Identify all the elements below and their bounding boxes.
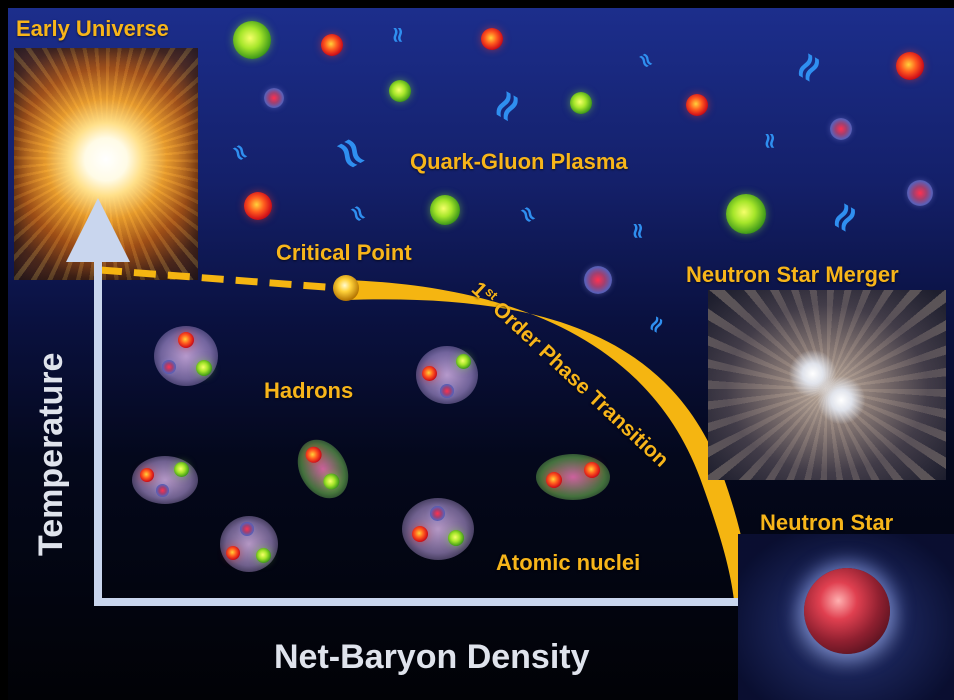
gluon-particle <box>430 195 460 225</box>
baryon-hadron <box>220 516 278 572</box>
gluon-particle <box>389 80 411 102</box>
gluon-particle <box>726 194 766 234</box>
x-axis-label: Net-Baryon Density <box>274 638 590 676</box>
baryon-hadron <box>154 326 218 386</box>
y-axis-label: Temperature <box>32 352 70 556</box>
merger-label: Neutron Star Merger <box>686 262 899 287</box>
atomic-nuclei-label: Atomic nuclei <box>496 550 641 575</box>
antiquark-particle <box>907 180 933 206</box>
phase-diagram-svg <box>66 198 814 634</box>
antiquark-particle <box>264 88 284 108</box>
critical-point-label: Critical Point <box>276 240 412 265</box>
neutron-star-image <box>738 534 954 700</box>
meson-hadron <box>536 454 610 500</box>
quark-particle <box>896 52 924 80</box>
baryon-hadron <box>132 456 198 504</box>
neutron-star-merger-image <box>708 290 946 480</box>
baryon-hadron <box>402 498 474 560</box>
neutron-star-body <box>804 568 890 654</box>
antiquark-particle <box>830 118 852 140</box>
neutron-star-label: Neutron Star <box>760 510 894 535</box>
gluon-particle <box>233 21 271 59</box>
quark-particle <box>321 34 343 56</box>
quark-particle <box>686 94 708 116</box>
baryon-hadron <box>416 346 478 404</box>
quark-particle <box>481 28 503 50</box>
early-universe-label: Early Universe <box>16 16 169 41</box>
antiquark-particle <box>584 266 612 294</box>
hadrons-label: Hadrons <box>264 378 354 403</box>
gluon-particle <box>570 92 592 114</box>
qgp-label: Quark-Gluon Plasma <box>410 149 628 174</box>
crossover-dashed-line <box>99 266 339 292</box>
quark-particle <box>244 192 272 220</box>
phase-diagram: Early Universe ≈ ≈ ≈ ≈ ≈ ≈ ≈ ≈ ≈ ≈ ≈ ≈ Q… <box>8 8 954 700</box>
critical-point-marker <box>333 275 359 301</box>
